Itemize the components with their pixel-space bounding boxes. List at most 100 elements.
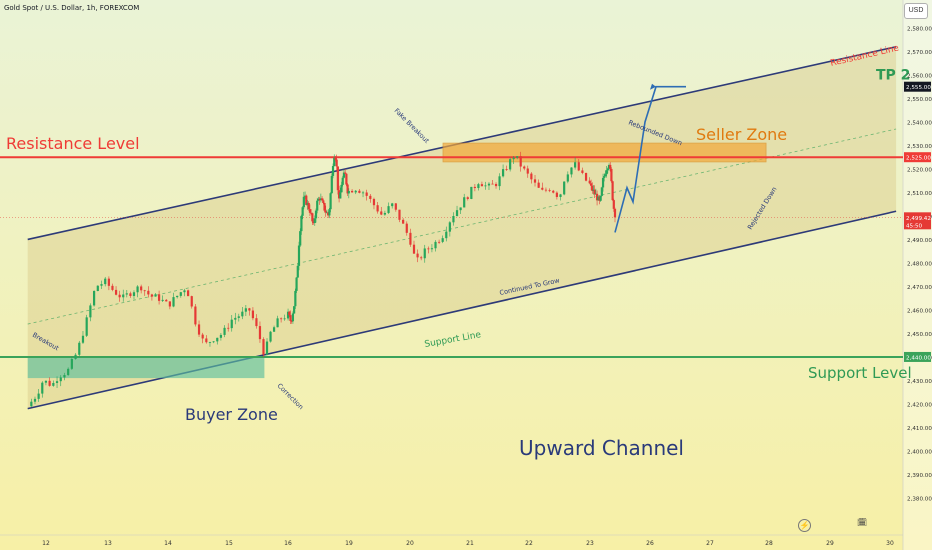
- candle-body: [212, 341, 215, 343]
- candle-body: [612, 200, 615, 209]
- candle-body: [322, 200, 325, 203]
- candle-body: [208, 342, 212, 343]
- candle-body: [394, 203, 397, 210]
- candle-body: [297, 245, 301, 266]
- candle-body: [584, 172, 588, 181]
- candle-body: [380, 211, 383, 215]
- candle-body: [205, 338, 208, 343]
- candle-body: [574, 162, 577, 168]
- candle-body: [179, 292, 182, 296]
- x-tick-label: 13: [104, 540, 112, 547]
- candle-body: [595, 193, 599, 201]
- candle-body: [48, 380, 51, 386]
- x-tick-label: 15: [225, 540, 233, 547]
- candle-body: [570, 167, 573, 175]
- candle-body: [470, 186, 473, 199]
- candle-body: [313, 218, 316, 223]
- candle-body: [176, 295, 179, 298]
- candle-body: [118, 294, 121, 298]
- candle-body: [335, 159, 338, 167]
- candle-body: [327, 212, 330, 216]
- candle-body: [334, 157, 337, 160]
- candle-body: [577, 162, 580, 171]
- y-tick-label: 2,550.00: [907, 97, 932, 103]
- candle-body: [100, 284, 103, 286]
- x-tick-label: 20: [406, 540, 414, 547]
- candle-body: [140, 286, 143, 291]
- candle-body: [430, 248, 434, 250]
- candle-body: [320, 198, 324, 201]
- currency-button[interactable]: USD: [904, 3, 928, 19]
- candle-body: [161, 299, 164, 301]
- candle-body: [509, 159, 512, 170]
- candle-body: [89, 305, 92, 318]
- candle-body: [434, 241, 437, 249]
- candle-body: [459, 207, 462, 211]
- candle-body: [293, 306, 296, 314]
- channel-midline: [27, 128, 897, 325]
- candle-body: [477, 184, 480, 189]
- candle-body: [333, 157, 336, 167]
- candle-body: [589, 183, 593, 186]
- buyer-zone: [27, 356, 265, 379]
- candle-body: [262, 339, 265, 355]
- x-tick-label: 29: [826, 540, 834, 547]
- y-tick-label: 2,470.00: [907, 285, 932, 291]
- candle-body: [248, 308, 251, 311]
- candle-body: [409, 232, 412, 245]
- candle-body: [412, 244, 416, 254]
- candle-body: [81, 335, 85, 343]
- candle-body: [340, 184, 343, 193]
- candle-body: [122, 294, 125, 298]
- candle-body: [317, 198, 320, 201]
- candle-body: [491, 183, 494, 185]
- candle-body: [405, 223, 408, 233]
- candle-body: [438, 241, 441, 243]
- candle-body: [219, 334, 223, 338]
- lightning-icon[interactable]: ⚡: [798, 519, 811, 532]
- candle-body: [258, 326, 262, 340]
- candle-body: [487, 183, 491, 186]
- candle-body: [237, 316, 240, 318]
- candle-body: [255, 318, 258, 327]
- x-tick-label: 19: [345, 540, 353, 547]
- candle-body: [30, 401, 33, 407]
- candle-body: [310, 212, 313, 214]
- y-tick-label: 2,560.00: [907, 73, 932, 79]
- candle-body: [265, 341, 269, 355]
- candle-body: [190, 296, 193, 307]
- candle-body: [328, 209, 331, 216]
- candle-body: [350, 190, 354, 193]
- candle-body: [552, 190, 555, 193]
- support-price-tag-bg: [904, 351, 931, 362]
- candle-body: [63, 375, 66, 378]
- x-tick-label: 28: [765, 540, 773, 547]
- x-tick-label: 16: [284, 540, 292, 547]
- candle-body: [383, 212, 387, 215]
- candle-body: [241, 311, 244, 317]
- candle-body: [519, 156, 522, 167]
- candle-body: [603, 176, 606, 178]
- candle-body: [316, 200, 319, 211]
- candle-body: [331, 166, 335, 176]
- calendar-icon[interactable]: 🗓: [857, 518, 868, 527]
- candle-body: [305, 195, 308, 205]
- candle-body: [301, 207, 304, 216]
- candle-body: [345, 173, 348, 185]
- candle-body: [187, 290, 190, 297]
- candle-body: [272, 327, 276, 332]
- candle-body: [147, 290, 150, 295]
- x-tick-label: 30: [886, 540, 894, 547]
- candle-body: [300, 215, 303, 232]
- candle-body: [296, 265, 299, 278]
- candle-body: [606, 168, 609, 171]
- candle-body: [107, 278, 110, 286]
- candle-body: [289, 315, 292, 322]
- candle-body: [598, 196, 601, 201]
- candle-body: [319, 198, 322, 201]
- candle-body: [593, 189, 596, 195]
- candle-body: [230, 319, 233, 329]
- candle-body: [70, 358, 73, 369]
- candle-body: [605, 170, 608, 175]
- y-tick-label: 2,490.00: [907, 238, 932, 244]
